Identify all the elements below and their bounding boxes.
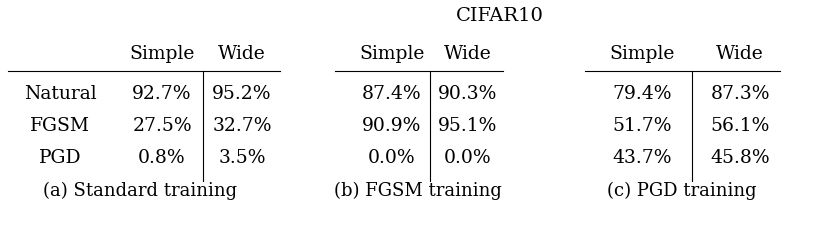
Text: 90.3%: 90.3%	[438, 85, 498, 103]
Text: Simple: Simple	[130, 45, 194, 63]
Text: 79.4%: 79.4%	[612, 85, 671, 103]
Text: 3.5%: 3.5%	[219, 149, 266, 167]
Text: FGSM: FGSM	[30, 117, 90, 135]
Text: 45.8%: 45.8%	[711, 149, 770, 167]
Text: Wide: Wide	[716, 45, 764, 63]
Text: (b) FGSM training: (b) FGSM training	[334, 182, 502, 200]
Text: Wide: Wide	[444, 45, 492, 63]
Text: PGD: PGD	[39, 149, 81, 167]
Text: Simple: Simple	[359, 45, 425, 63]
Text: 27.5%: 27.5%	[132, 117, 192, 135]
Text: 56.1%: 56.1%	[711, 117, 770, 135]
Text: 32.7%: 32.7%	[212, 117, 272, 135]
Text: 0.8%: 0.8%	[138, 149, 186, 167]
Text: Wide: Wide	[218, 45, 266, 63]
Text: (c) PGD training: (c) PGD training	[607, 182, 757, 200]
Text: 87.4%: 87.4%	[362, 85, 422, 103]
Text: Natural: Natural	[24, 85, 96, 103]
Text: 43.7%: 43.7%	[612, 149, 671, 167]
Text: 51.7%: 51.7%	[612, 117, 671, 135]
Text: (a) Standard training: (a) Standard training	[43, 182, 237, 200]
Text: Simple: Simple	[609, 45, 675, 63]
Text: 0.0%: 0.0%	[445, 149, 492, 167]
Text: CIFAR10: CIFAR10	[456, 7, 544, 25]
Text: 95.2%: 95.2%	[212, 85, 272, 103]
Text: 92.7%: 92.7%	[132, 85, 192, 103]
Text: 95.1%: 95.1%	[438, 117, 498, 135]
Text: 90.9%: 90.9%	[362, 117, 421, 135]
Text: 87.3%: 87.3%	[711, 85, 770, 103]
Text: 0.0%: 0.0%	[368, 149, 416, 167]
